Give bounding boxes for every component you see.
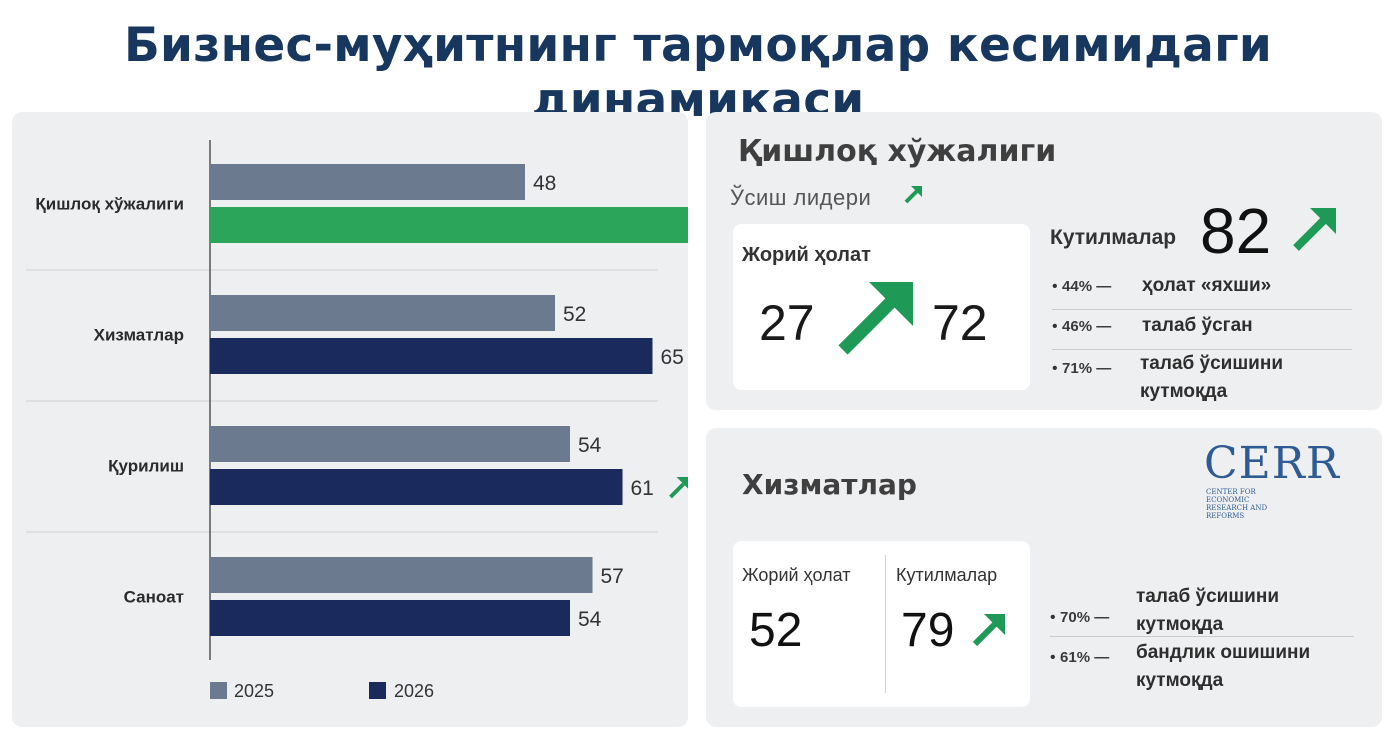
bar-value-label: 48 (533, 172, 556, 195)
services-current-value: 52 (749, 604, 803, 657)
growth-leader-label: Ўсиш лидери (730, 185, 872, 210)
agri-bullet: • 46% — талаб ўсган (1052, 315, 1253, 336)
agri-current-from: 27 (759, 295, 815, 351)
bar-value-label: 57 (601, 565, 624, 588)
agri-panel: Қишлоқ хўжалиги Ўсиш лидери Жорий ҳолат … (706, 112, 1382, 410)
legend-swatch-2026 (369, 682, 386, 699)
category-label: Саноат (124, 588, 184, 607)
agri-current-label: Жорий ҳолат (742, 244, 871, 266)
agri-expect-value: 82 (1200, 195, 1272, 267)
services-bullet: • 70% — талаб ўсишини кутмоқда (1050, 586, 1280, 635)
bar-2026 (210, 338, 653, 374)
agri-bullet: • 44% — ҳолат «яхши» (1052, 275, 1272, 296)
divider (885, 555, 886, 693)
big-arrow-up-right-icon (838, 282, 913, 355)
category-label: Қишлоқ хўжалиги (35, 195, 184, 214)
divider (1052, 309, 1352, 310)
bar-2026 (210, 207, 688, 243)
agri-current-card: Жорий ҳолат 27 72 (733, 224, 1030, 390)
agri-title: Қишлоқ хўжалиги (738, 134, 1057, 169)
arrow-up-right-icon (904, 186, 922, 204)
arrow-up-right-icon (972, 614, 1005, 647)
bar-2026 (210, 600, 570, 636)
bar-2026 (210, 469, 623, 505)
bar-2025 (210, 295, 555, 331)
services-current-label: Жорий ҳолат (742, 565, 851, 585)
cerr-logo: CERR CENTER FOR ECONOMIC RESEARCH AND RE… (1204, 438, 1341, 521)
services-title: Хизматлар (742, 468, 917, 501)
agri-expect-label: Кутилмалар (1050, 226, 1177, 249)
chart-panel: Қишлоқ хўжалиги4877Хизматлар5265Қурилиш5… (12, 112, 688, 727)
bar-2025 (210, 557, 593, 593)
agri-current-to: 72 (932, 295, 988, 351)
category-label: Қурилиш (108, 457, 184, 476)
agri-bullet: • 71% — талаб ўсишини кутмоқда (1052, 353, 1284, 402)
page-title: Бизнес-муҳитнинг тармоқлар кесимидаги ди… (124, 18, 1272, 128)
bar-2025 (210, 426, 570, 462)
services-expect-label: Кутилмалар (896, 565, 998, 585)
divider (1050, 636, 1354, 637)
bar-value-label: 52 (563, 303, 586, 326)
divider (1052, 349, 1352, 350)
category-label: Хизматлар (94, 326, 184, 345)
legend-label-2025: 2025 (234, 681, 274, 701)
bar-value-label: 54 (578, 434, 602, 457)
services-panel: Хизматлар CERR CENTER FOR ECONOMIC RESEA… (706, 428, 1382, 727)
arrow-up-right-icon (1293, 208, 1336, 251)
bar-value-label: 61 (631, 477, 654, 500)
legend-swatch-2025 (210, 682, 227, 699)
bar-chart: Қишлоқ хўжалиги4877Хизматлар5265Қурилиш5… (26, 140, 688, 701)
bar-2025 (210, 164, 525, 200)
arrow-up-right-icon (669, 477, 688, 499)
services-current-card: Жорий ҳолат 52 Кутилмалар 79 (733, 541, 1030, 707)
services-expect-value: 79 (901, 604, 955, 657)
bar-value-label: 65 (661, 346, 684, 369)
legend-label-2026: 2026 (394, 681, 434, 701)
services-bullet: • 61% — бандлик ошишини кутмоқда (1050, 642, 1311, 691)
bar-value-label: 54 (578, 608, 602, 631)
